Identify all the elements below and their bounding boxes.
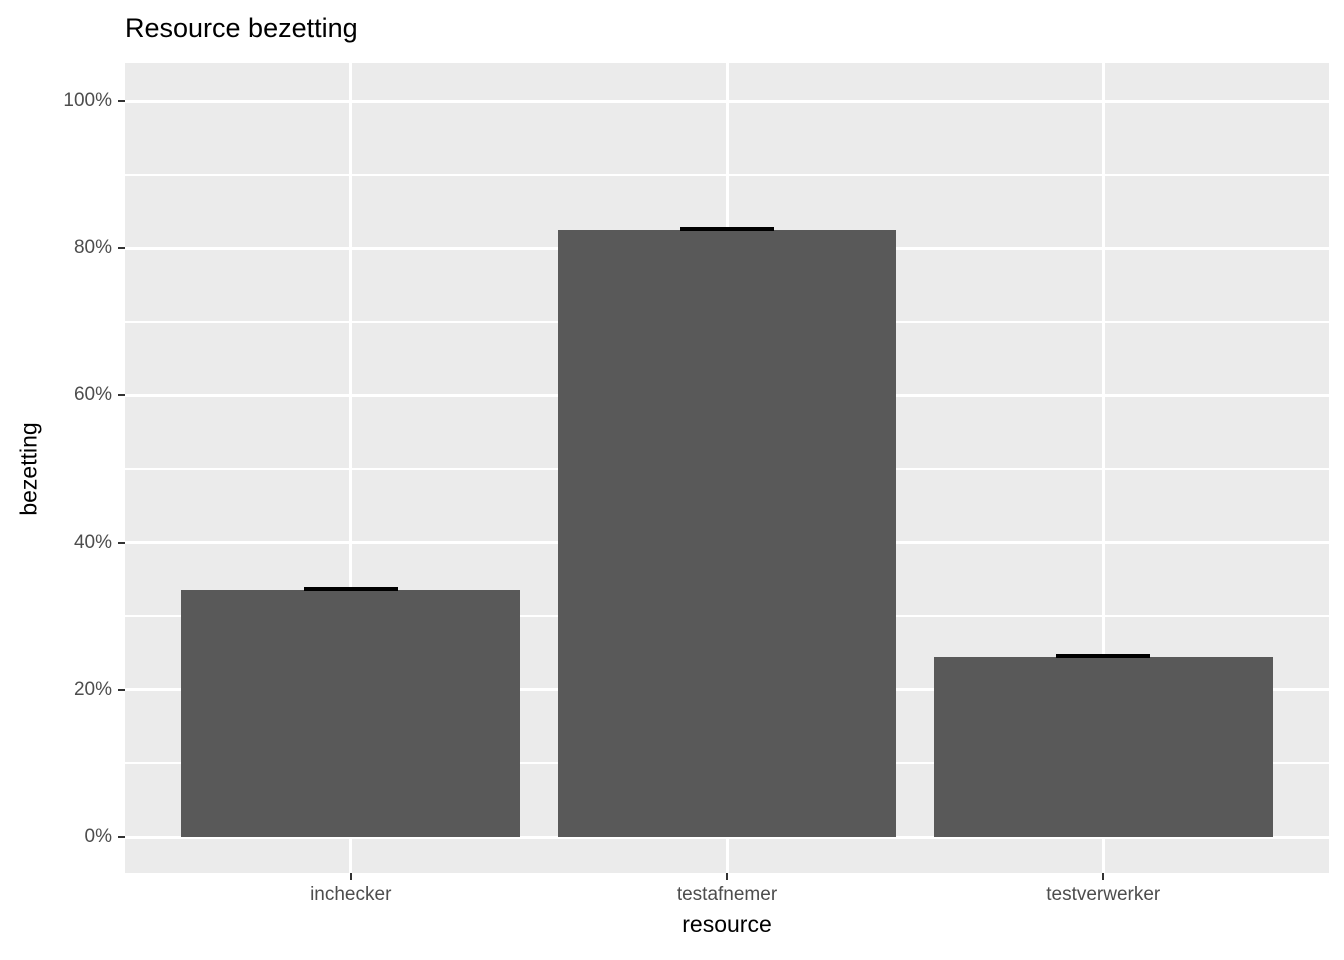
y-tick-label: 60% xyxy=(73,384,112,406)
gridline-vertical xyxy=(1101,63,1105,873)
x-axis-title: resource xyxy=(682,911,772,937)
x-tick-mark xyxy=(726,873,728,880)
y-tick-label: 100% xyxy=(63,90,112,111)
chart-title: Resource bezetting xyxy=(125,13,358,43)
bar-testverwerker xyxy=(933,656,1273,837)
y-axis-title: bezetting xyxy=(15,422,42,516)
error-bar-inchecker xyxy=(303,587,398,592)
y-tick-mark xyxy=(118,541,125,544)
x-tick-label: inchecker xyxy=(310,884,392,905)
y-tick-label: 40% xyxy=(73,531,112,553)
x-tick-label: testverwerker xyxy=(1046,884,1161,905)
error-bar-testverwerker xyxy=(1056,653,1151,658)
x-tick-mark xyxy=(1102,873,1105,880)
y-tick-mark xyxy=(118,688,125,691)
gridline-vertical xyxy=(349,63,353,873)
y-tick-mark xyxy=(118,836,125,838)
bar-inchecker xyxy=(181,590,521,837)
x-tick-label: testafnemer xyxy=(676,884,778,905)
y-tick-mark xyxy=(118,394,125,397)
y-tick-label: 80% xyxy=(73,237,112,259)
y-tick-mark xyxy=(118,100,125,102)
y-tick-mark xyxy=(118,247,125,250)
bar-testafnemer xyxy=(557,229,897,837)
plot-panel xyxy=(125,63,1329,873)
y-tick-label: 0% xyxy=(84,826,112,847)
x-tick-mark xyxy=(349,873,352,880)
error-bar-testafnemer xyxy=(679,226,775,231)
y-tick-label: 20% xyxy=(73,678,112,700)
